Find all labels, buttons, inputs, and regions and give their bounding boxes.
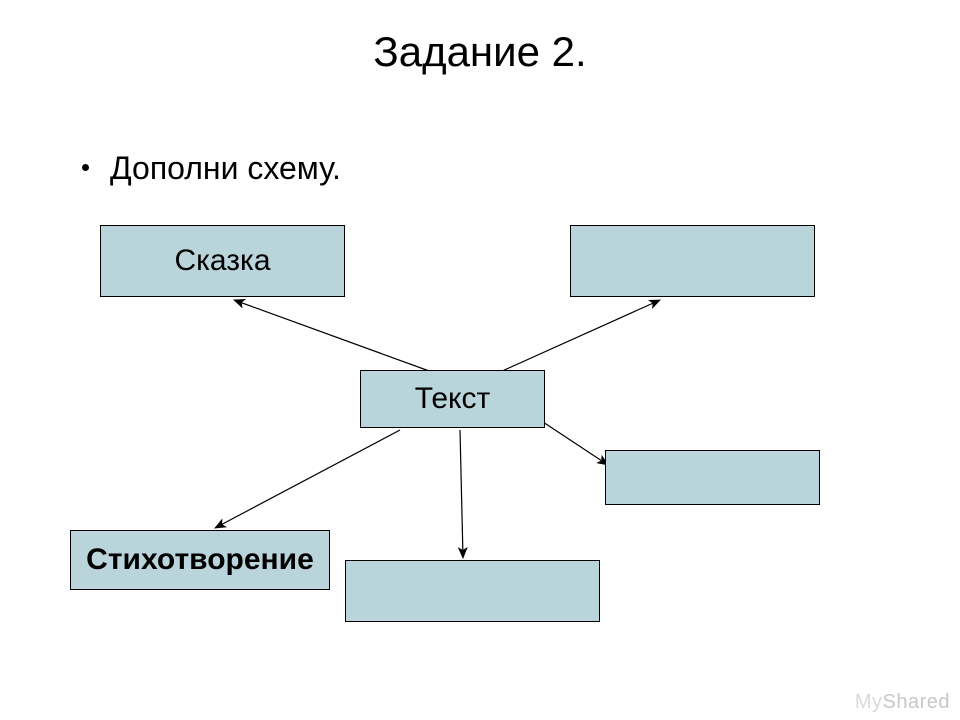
instruction-text: Дополни схему. [110,150,341,186]
node-center-label: Текст [415,382,491,416]
node-top-right [570,225,815,297]
instruction-bullet: Дополни схему. [110,150,341,187]
node-bottom-center [345,560,600,622]
node-bottom-left: Стихотворение [70,530,330,590]
bullet-dot-icon [82,164,89,171]
node-center: Текст [360,370,545,428]
page-title: Задание 2. [0,28,960,76]
node-mid-right [605,450,820,505]
node-top-left: Сказка [100,225,345,297]
slide: Задание 2. Дополни схему. Текст Сказка С… [0,0,960,720]
watermark: MyShared [855,691,950,714]
node-bl-label: Стихотворение [86,543,314,577]
watermark-right: Shared [883,691,951,713]
watermark-left: My [855,691,883,713]
node-tl-label: Сказка [174,244,270,278]
